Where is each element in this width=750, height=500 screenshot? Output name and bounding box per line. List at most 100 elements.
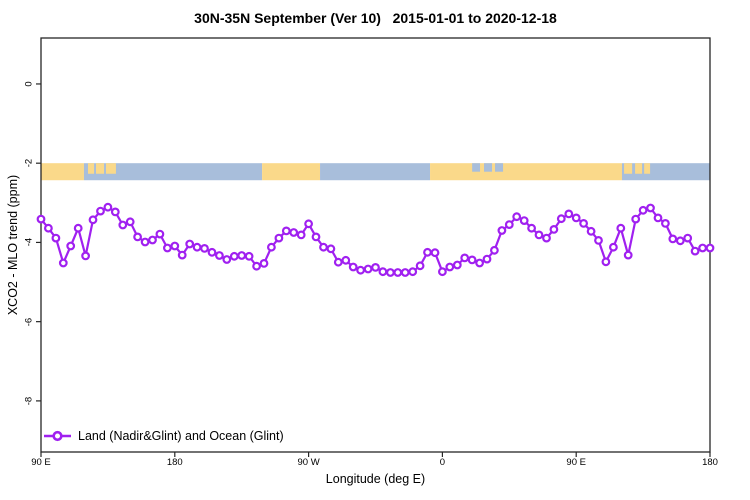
data-point	[579, 218, 588, 228]
data-point	[214, 251, 224, 260]
data-point	[118, 220, 128, 230]
data-point	[497, 226, 507, 235]
data-point	[281, 226, 291, 236]
data-point	[549, 224, 559, 234]
map-strip-island-patch	[96, 163, 105, 174]
data-point	[690, 246, 700, 256]
data-point	[482, 254, 492, 264]
data-point	[460, 253, 470, 263]
data-point	[103, 202, 113, 212]
data-point	[445, 262, 455, 272]
data-point	[675, 236, 685, 246]
y-tick-label: 0	[23, 81, 35, 87]
data-point	[289, 228, 299, 237]
map-strip-island-patch	[635, 163, 643, 174]
data-point	[274, 233, 284, 243]
data-point	[96, 206, 105, 216]
data-point	[653, 213, 663, 223]
data-point	[311, 232, 321, 242]
data-point	[556, 214, 566, 224]
data-point	[475, 258, 485, 268]
data-point	[363, 264, 373, 274]
x-tick-label: 90 E	[566, 457, 586, 468]
map-strip-sea-patch	[495, 163, 504, 172]
legend-marker-icon	[52, 430, 63, 442]
y-tick-label: -4	[23, 238, 35, 247]
data-point	[244, 251, 254, 261]
data-point	[36, 214, 46, 224]
data-point	[519, 216, 529, 226]
y-tick-label: -2	[23, 158, 35, 168]
y-tick-label: -8	[23, 396, 35, 406]
map-strip-segment-ocean	[320, 163, 431, 181]
data-point	[162, 243, 172, 253]
map-strip-segment-land	[41, 163, 84, 181]
data-point	[140, 237, 150, 247]
x-axis-title: Longitude (deg E)	[325, 472, 426, 486]
data-point	[296, 230, 306, 240]
data-point	[341, 255, 351, 265]
legend-label: Land (Nadir&Glint) and Ocean (Glint)	[78, 429, 284, 443]
x-tick-label: 180	[166, 457, 183, 468]
x-tick-label: 0	[439, 457, 446, 468]
data-point	[400, 268, 410, 277]
x-tick-label: 180	[702, 457, 718, 468]
data-point	[125, 217, 135, 227]
map-strip-island-patch	[105, 163, 116, 174]
data-point	[110, 207, 120, 217]
data-point	[348, 262, 358, 272]
data-point	[207, 247, 217, 257]
data-point	[267, 242, 276, 252]
map-strip-segment-ocean	[621, 163, 710, 181]
data-point	[438, 267, 447, 277]
data-point	[661, 218, 670, 228]
map-strip-segment-land	[262, 163, 321, 181]
map-strip-segment-ocean	[83, 163, 263, 181]
data-point	[564, 209, 574, 219]
data-point	[333, 257, 343, 267]
data-point	[683, 233, 693, 243]
data-point	[73, 223, 83, 233]
data-point	[229, 251, 239, 261]
data-point	[378, 267, 388, 277]
data-point	[623, 250, 633, 260]
data-point	[512, 212, 522, 222]
data-point	[386, 268, 395, 277]
data-point	[601, 257, 611, 267]
data-point	[609, 242, 618, 252]
y-axis-title: XCO2 - MLO trend (ppm)	[6, 174, 20, 316]
data-point	[542, 233, 551, 243]
data-point	[423, 247, 432, 257]
data-point	[631, 214, 641, 224]
data-point	[490, 245, 499, 255]
data-point	[527, 223, 536, 233]
data-point	[133, 232, 143, 242]
data-point	[371, 263, 380, 272]
data-point	[148, 235, 157, 245]
data-point	[571, 213, 581, 223]
y-tick-label: -6	[23, 317, 35, 326]
data-point	[668, 234, 678, 244]
data-point	[705, 243, 715, 253]
data-point	[155, 229, 165, 239]
data-point	[237, 251, 247, 260]
data-point	[44, 223, 53, 233]
data-point	[252, 261, 262, 271]
map-strip-island-patch	[87, 163, 95, 174]
data-point	[66, 241, 76, 251]
data-point	[594, 235, 603, 245]
data-point	[452, 260, 462, 270]
map-strip-segment-land	[430, 163, 622, 181]
map-strip-sea-patch	[472, 163, 481, 172]
data-point	[326, 244, 336, 254]
data-point	[408, 267, 418, 277]
data-point	[430, 248, 440, 258]
data-point	[504, 220, 514, 230]
data-point	[646, 203, 655, 213]
data-point	[51, 233, 61, 243]
data-point	[185, 239, 195, 249]
data-point	[259, 259, 269, 268]
data-point	[200, 243, 209, 253]
data-point	[638, 205, 648, 215]
